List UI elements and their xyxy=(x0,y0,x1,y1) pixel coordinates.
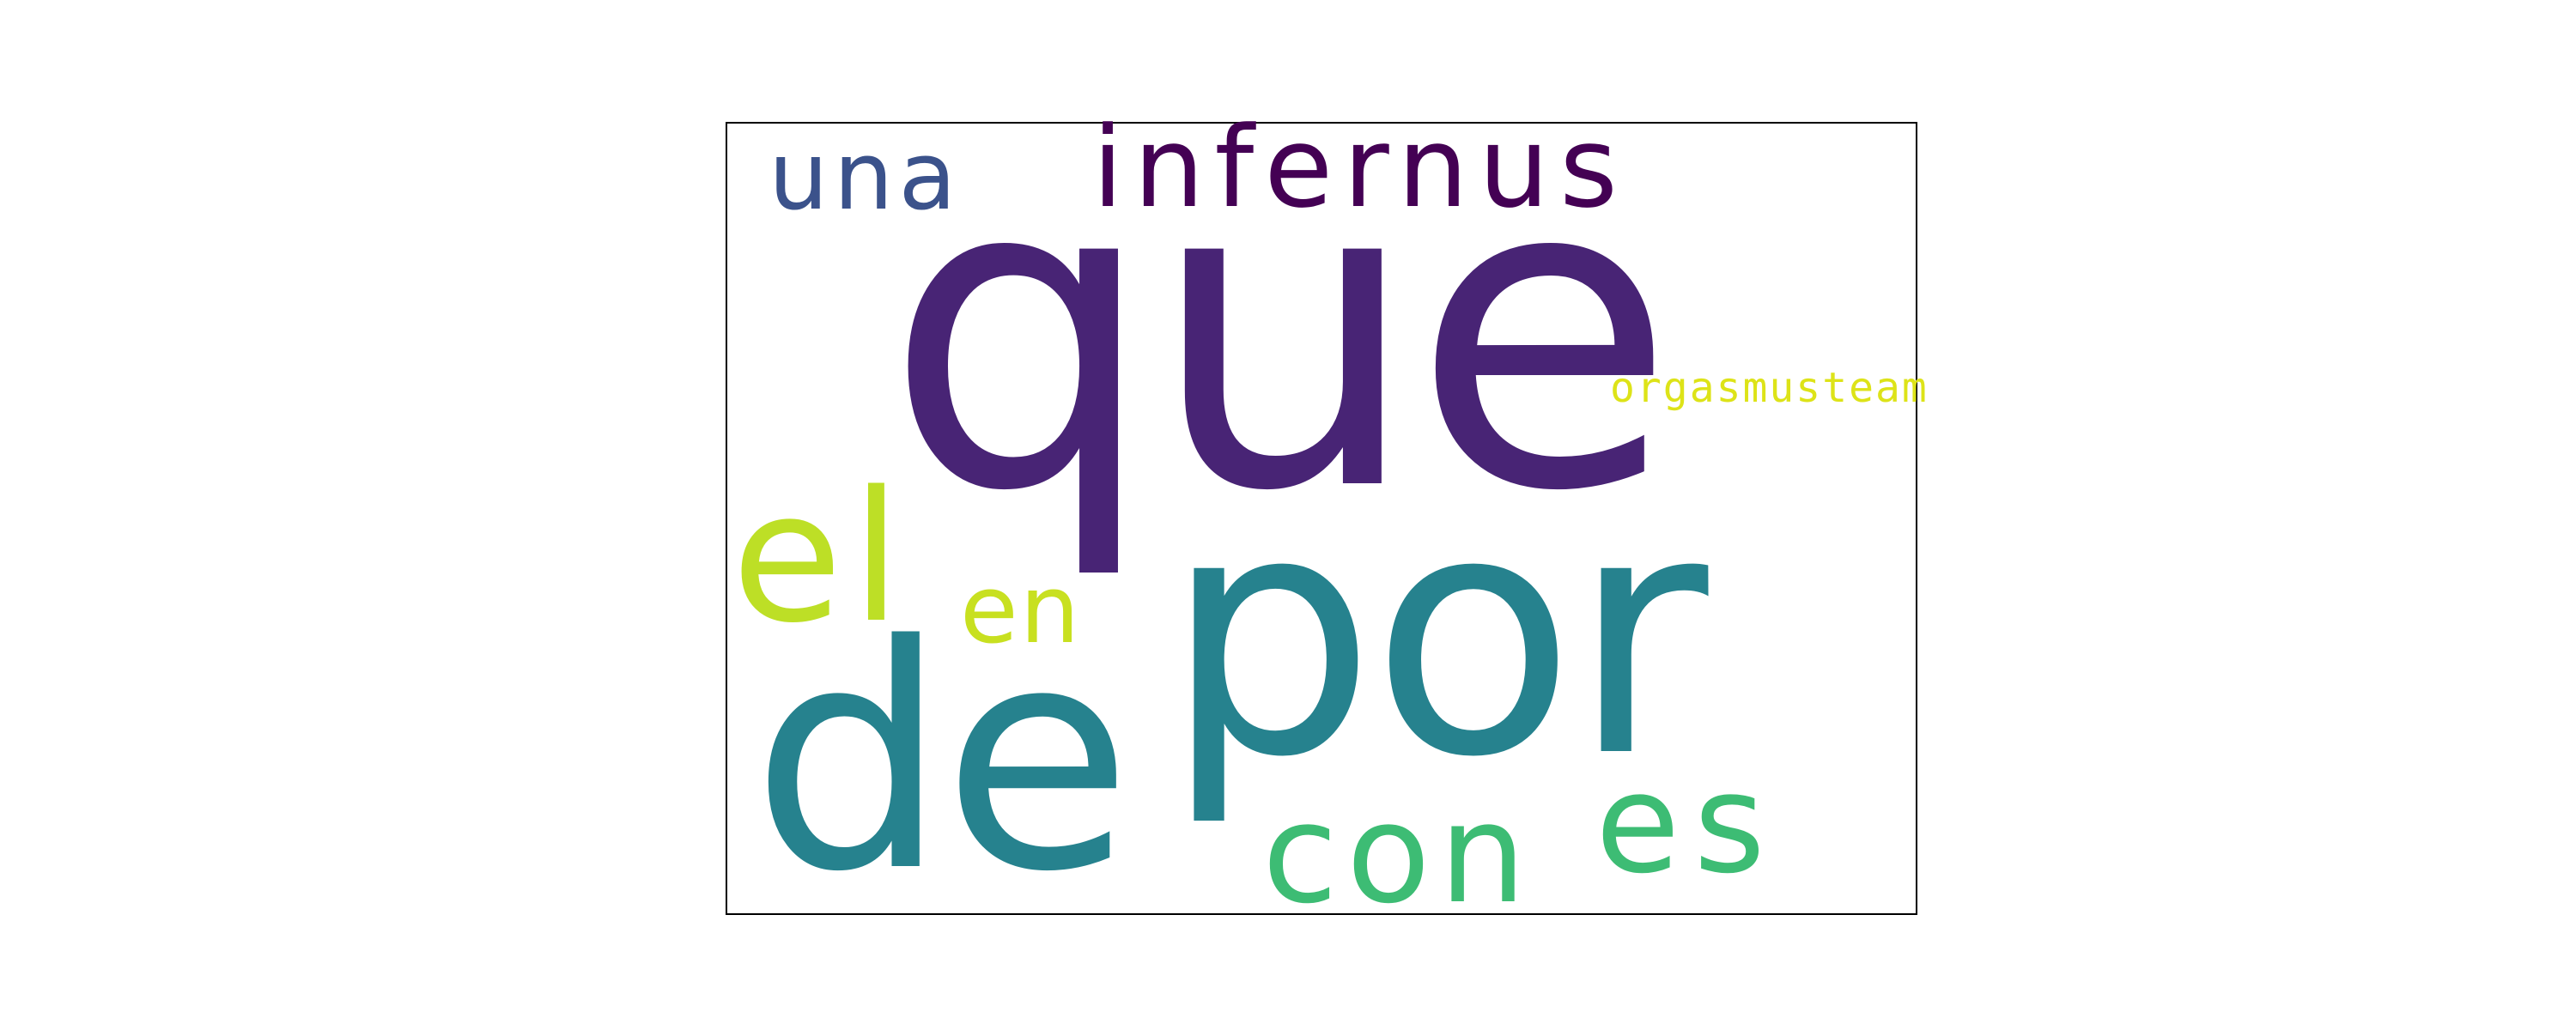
word-infernus: infernus xyxy=(1092,102,1628,233)
word-de: de xyxy=(751,579,1133,939)
word-por: por xyxy=(1163,440,1709,830)
word-el: el xyxy=(732,452,910,663)
word-una: una xyxy=(769,121,962,231)
word-es: es xyxy=(1595,743,1779,904)
word-cloud-frame xyxy=(726,122,1917,915)
word-que: que xyxy=(884,85,1676,585)
word-en: en xyxy=(960,554,1082,664)
word-con: con xyxy=(1262,773,1535,934)
word-orgasmusteam: orgasmusteam xyxy=(1610,364,1929,412)
